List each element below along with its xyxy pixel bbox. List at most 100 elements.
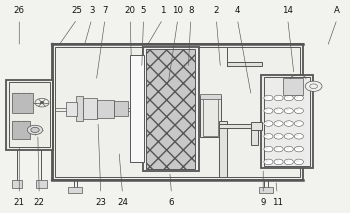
Circle shape (27, 125, 43, 135)
Bar (6, 80, 53, 150)
Circle shape (286, 96, 289, 98)
Circle shape (296, 160, 299, 162)
Circle shape (294, 146, 303, 152)
Bar (12, 93, 33, 113)
Bar (261, 75, 313, 168)
Circle shape (296, 135, 299, 136)
Circle shape (276, 147, 279, 149)
Circle shape (284, 134, 293, 139)
Bar (9, 82, 50, 147)
Bar (146, 49, 195, 169)
Bar (251, 122, 262, 130)
Circle shape (294, 159, 303, 165)
Circle shape (286, 135, 289, 136)
Bar (219, 121, 227, 177)
Text: 22: 22 (34, 198, 45, 207)
Circle shape (284, 146, 293, 152)
Circle shape (296, 109, 299, 111)
Circle shape (294, 95, 303, 101)
Circle shape (266, 135, 268, 136)
Circle shape (266, 122, 268, 124)
Text: 5: 5 (141, 6, 146, 15)
Circle shape (274, 108, 283, 114)
Circle shape (266, 96, 268, 98)
Bar (227, 62, 262, 66)
Circle shape (276, 96, 279, 98)
Text: 25: 25 (71, 6, 83, 15)
Text: 9: 9 (260, 198, 266, 207)
Bar (264, 77, 310, 166)
Bar (36, 180, 47, 188)
Bar (83, 98, 97, 119)
Bar (76, 96, 83, 121)
Circle shape (276, 135, 279, 136)
Text: 10: 10 (172, 6, 183, 15)
Text: 21: 21 (14, 198, 25, 207)
Circle shape (294, 121, 303, 126)
Text: 24: 24 (117, 198, 128, 207)
Circle shape (276, 122, 279, 124)
Bar (203, 98, 218, 136)
Circle shape (286, 122, 289, 124)
Text: 2: 2 (214, 6, 219, 15)
Text: 26: 26 (14, 6, 25, 15)
Circle shape (294, 134, 303, 139)
Bar (143, 47, 199, 171)
Circle shape (296, 147, 299, 149)
Text: 23: 23 (95, 198, 106, 207)
Bar (114, 101, 128, 116)
Circle shape (284, 95, 293, 101)
Bar (200, 94, 221, 99)
Text: 1: 1 (160, 6, 166, 15)
Circle shape (264, 108, 273, 114)
Circle shape (296, 96, 299, 98)
Bar (130, 55, 144, 162)
Bar (68, 187, 82, 193)
Text: 7: 7 (102, 6, 108, 15)
Bar (12, 121, 30, 139)
Circle shape (264, 95, 273, 101)
Bar (52, 44, 303, 180)
Circle shape (264, 159, 273, 165)
Circle shape (266, 109, 268, 111)
Text: 8: 8 (188, 6, 194, 15)
Text: 3: 3 (89, 6, 95, 15)
Bar (283, 78, 303, 95)
Text: A: A (334, 6, 340, 15)
Circle shape (305, 81, 322, 91)
Circle shape (31, 127, 39, 132)
Bar (66, 102, 77, 116)
Bar (97, 100, 114, 118)
Circle shape (40, 102, 44, 104)
Bar (200, 96, 221, 137)
Circle shape (266, 147, 268, 149)
Circle shape (296, 122, 299, 124)
Circle shape (284, 159, 293, 165)
Text: 11: 11 (272, 198, 283, 207)
Text: 6: 6 (169, 198, 174, 207)
Circle shape (264, 146, 273, 152)
Circle shape (286, 147, 289, 149)
Circle shape (284, 108, 293, 114)
Text: 14: 14 (282, 6, 293, 15)
Circle shape (274, 146, 283, 152)
Circle shape (276, 160, 279, 162)
Circle shape (276, 109, 279, 111)
Circle shape (274, 95, 283, 101)
Bar (259, 187, 273, 193)
Text: 4: 4 (234, 6, 240, 15)
Bar (251, 124, 258, 145)
Circle shape (274, 134, 283, 139)
Circle shape (294, 108, 303, 114)
Text: 20: 20 (125, 6, 136, 15)
Bar (55, 47, 300, 177)
Circle shape (274, 121, 283, 126)
Circle shape (264, 134, 273, 139)
Circle shape (264, 121, 273, 126)
Bar (12, 180, 22, 188)
Circle shape (274, 159, 283, 165)
Circle shape (286, 109, 289, 111)
Circle shape (284, 121, 293, 126)
Circle shape (286, 160, 289, 162)
Bar (219, 124, 258, 128)
